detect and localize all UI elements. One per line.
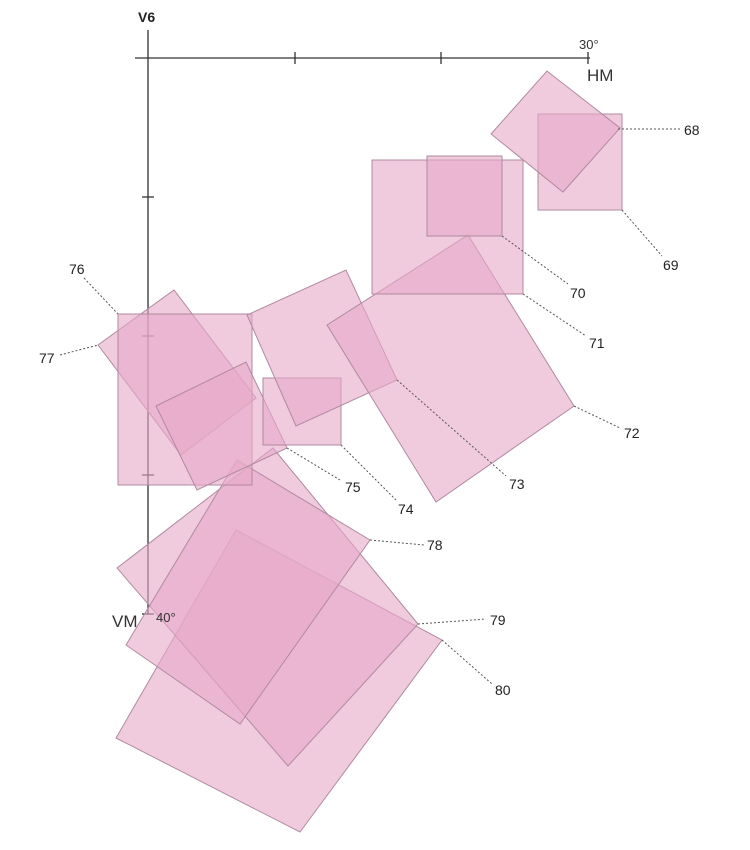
field-70 (426, 155, 503, 237)
vm-label: VM (112, 612, 138, 631)
leader-79 (417, 618, 487, 625)
leader-70 (501, 235, 569, 285)
leader-74 (340, 444, 397, 501)
h-end-tick-label: 30° (579, 37, 599, 52)
leader-73 (396, 379, 507, 477)
field-label-71: 71 (589, 335, 605, 351)
field-label-76: 76 (69, 261, 85, 277)
field-label-69: 69 (663, 257, 679, 273)
leader-71 (522, 293, 587, 337)
leader-78 (369, 539, 425, 546)
v6-label: V6 (138, 9, 155, 25)
leader-80 (441, 639, 493, 685)
hm-label: HM (587, 66, 613, 85)
field-68 (490, 70, 621, 193)
field-78 (125, 459, 371, 725)
leader-77 (59, 344, 99, 356)
leader-72 (573, 405, 621, 429)
field-label-77: 77 (39, 350, 55, 366)
field-label-75: 75 (345, 479, 361, 495)
fields (97, 70, 623, 833)
field-label-72: 72 (624, 425, 640, 441)
leader-69 (621, 209, 663, 257)
field-label-74: 74 (398, 501, 414, 517)
field-label-73: 73 (509, 476, 525, 492)
field-label-68: 68 (684, 122, 700, 138)
field-label-80: 80 (495, 682, 511, 698)
field-labels: 68 69 70 71 72 73 74 75 76 77 78 79 80 (39, 122, 700, 698)
field-label-78: 78 (427, 537, 443, 553)
leader-lines (59, 128, 680, 685)
field-label-79: 79 (490, 612, 506, 628)
v-end-tick-label: 40° (156, 610, 176, 625)
field-label-70: 70 (570, 285, 586, 301)
leader-76 (83, 277, 119, 315)
